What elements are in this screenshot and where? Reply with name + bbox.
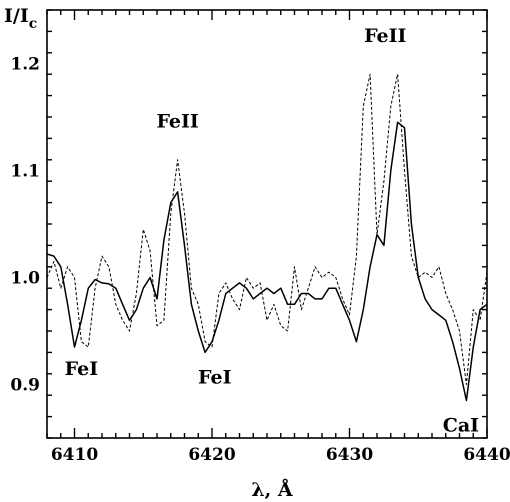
line-annotation: FeII bbox=[156, 111, 198, 133]
x-tick-label: 6430 bbox=[326, 445, 373, 465]
annotations: FeII FeII FeI FeI CaI bbox=[65, 25, 479, 436]
line-annotation: CaI bbox=[443, 415, 479, 437]
y-axis-title: I/Ic bbox=[4, 5, 37, 32]
line-annotation: FeII bbox=[364, 25, 406, 47]
x-axis-title: λ, Å bbox=[251, 478, 293, 501]
dashed-spectrum-line bbox=[46, 73, 488, 385]
x-tick-label: 6410 bbox=[51, 445, 98, 465]
y-tick-label: 1.2 bbox=[10, 55, 40, 75]
x-tick-label: 6440 bbox=[463, 445, 510, 465]
y-tick-label: 1.1 bbox=[10, 162, 40, 182]
axes: 6410 6420 6430 6440 0.9 1.0 1.1 1.2 bbox=[10, 9, 510, 465]
y-tick-label: 0.9 bbox=[10, 376, 40, 396]
line-annotation: FeI bbox=[198, 366, 232, 388]
plot-frame bbox=[46, 9, 488, 439]
y-axis-title-main: I/I bbox=[4, 5, 29, 27]
line-annotation: FeI bbox=[65, 358, 99, 380]
series-group bbox=[46, 73, 488, 402]
solid-spectrum-line bbox=[46, 121, 488, 402]
y-axis-title-subscript: c bbox=[29, 16, 38, 32]
y-tick-label: 1.0 bbox=[10, 269, 40, 289]
x-tick-label: 6420 bbox=[188, 445, 235, 465]
